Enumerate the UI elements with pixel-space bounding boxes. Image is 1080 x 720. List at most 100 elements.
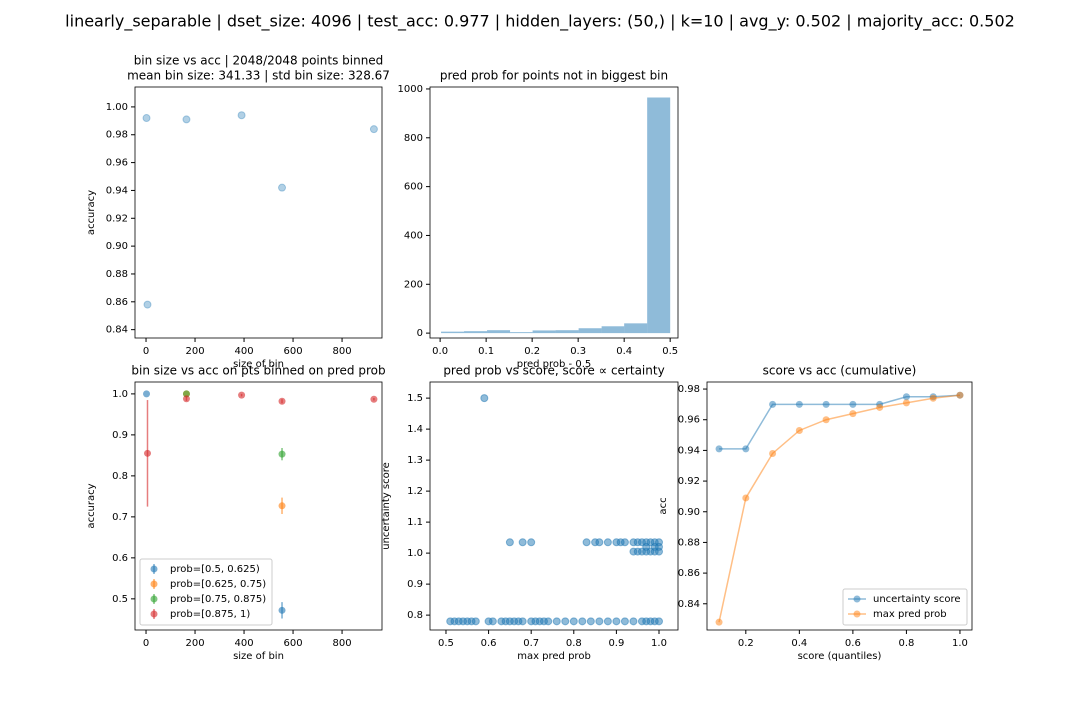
point <box>569 617 578 626</box>
plot-area <box>143 390 378 619</box>
point <box>278 397 286 405</box>
point <box>603 617 612 626</box>
bar <box>441 331 465 334</box>
legend-swatch <box>150 610 158 618</box>
point <box>143 300 152 309</box>
y-tick-label: 0.88 <box>678 537 700 548</box>
y-tick-label: 0.96 <box>106 158 128 169</box>
y-tick-label: 1.5 <box>407 393 423 404</box>
point <box>595 538 604 547</box>
point <box>505 538 514 547</box>
point <box>929 394 937 402</box>
point <box>237 111 246 120</box>
point <box>795 426 803 434</box>
point <box>642 542 651 551</box>
y-tick-label: 0.86 <box>678 568 700 579</box>
subplot: 0 200 400 600 800 0.84 0.86 0.88 0.90 0.92 0.94 0.9… <box>86 54 390 371</box>
y-tick-label: 1.4 <box>407 424 423 435</box>
x-tick-label: 0 <box>143 638 149 649</box>
point <box>849 400 857 408</box>
y-tick-label: 0.9 <box>112 430 128 441</box>
x-tick-label: 400 <box>234 638 253 649</box>
y-tick-label: 1.1 <box>407 517 423 528</box>
legend-label: prob=[0.625, 0.75) <box>170 579 266 590</box>
legend: prob=[0.5, 0.625) prob=[0.625, 0.75) prob=… <box>139 558 273 626</box>
x-tick-label: 0 <box>143 346 149 357</box>
point <box>544 617 553 626</box>
point <box>278 183 287 192</box>
point <box>956 391 964 399</box>
point <box>278 606 286 614</box>
point <box>369 125 378 134</box>
bar <box>532 330 556 334</box>
bar <box>464 331 488 334</box>
x-tick-label: 0.2 <box>738 638 754 649</box>
legend-label: uncertainty score <box>873 594 961 605</box>
subplot-title: bin size vs acc | 2048/2048 points binne… <box>134 54 384 68</box>
point <box>902 399 910 407</box>
legend-swatch <box>853 595 861 603</box>
axes-frame <box>429 86 679 339</box>
x-tick-label: 0.0 <box>432 346 448 357</box>
axes-frame <box>706 381 973 631</box>
point <box>769 400 777 408</box>
y-tick-label: 0.98 <box>678 384 700 395</box>
y-tick-label: 0.7 <box>112 512 128 523</box>
point <box>278 450 286 458</box>
x-tick-label: 0.1 <box>478 346 494 357</box>
point <box>552 617 561 626</box>
point <box>715 618 723 626</box>
x-axis-label: score (quantiles) <box>798 651 882 662</box>
y-tick-label: 0.84 <box>106 325 128 336</box>
y-tick-label: 200 <box>404 279 423 290</box>
point <box>582 538 591 547</box>
x-tick-label: 1.0 <box>952 638 968 649</box>
point <box>769 449 777 457</box>
bar <box>510 332 533 334</box>
y-tick-label: 0.8 <box>112 471 128 482</box>
x-tick-label: 200 <box>185 346 204 357</box>
y-tick-label: 1.0 <box>112 389 128 400</box>
point <box>603 538 612 547</box>
point <box>143 390 151 398</box>
x-tick-label: 600 <box>284 346 303 357</box>
y-tick-label: 1.3 <box>407 455 423 466</box>
line <box>718 394 961 623</box>
x-tick-label: 800 <box>333 346 352 357</box>
x-tick-label: 0.3 <box>570 346 586 357</box>
point <box>471 617 480 626</box>
x-tick-label: 0.4 <box>616 346 632 357</box>
plot-area <box>446 394 663 626</box>
axes-frame <box>134 381 383 631</box>
x-axis-label: size of bin <box>233 359 284 370</box>
legend-label: prob=[0.5, 0.625) <box>170 564 260 575</box>
y-axis-label: uncertainty score <box>381 462 392 550</box>
x-tick-label: 200 <box>185 638 204 649</box>
x-tick-label: 0.6 <box>481 638 497 649</box>
x-tick-label: 0.4 <box>791 638 807 649</box>
point <box>182 390 190 398</box>
y-tick-label: 0.92 <box>106 213 128 224</box>
legend-label: prob=[0.75, 0.875) <box>170 594 266 605</box>
point <box>629 617 638 626</box>
x-tick-label: 0.7 <box>523 638 539 649</box>
point <box>849 410 857 418</box>
x-axis-label: max pred prob <box>517 651 591 662</box>
subplot-title: pred prob vs score, score ∝ certainty <box>443 364 664 378</box>
point <box>480 394 489 403</box>
x-tick-label: 0.8 <box>898 638 914 649</box>
bar <box>601 326 625 334</box>
y-tick-label: 1.0 <box>407 548 423 559</box>
x-tick-label: 0.5 <box>438 638 454 649</box>
point <box>595 617 604 626</box>
subplot: 0.5 0.6 0.7 0.8 0.9 1.0 0.8 0.9 1.0 1.1 1.2 1.3 1.4 1… <box>381 364 679 662</box>
plot-area <box>715 391 964 626</box>
bar <box>487 330 511 334</box>
legend-box <box>139 558 273 626</box>
legend-swatch <box>150 580 158 588</box>
y-axis-label: accuracy <box>86 483 97 528</box>
point <box>370 395 378 403</box>
point <box>620 617 629 626</box>
y-tick-label: 0.90 <box>678 507 700 518</box>
